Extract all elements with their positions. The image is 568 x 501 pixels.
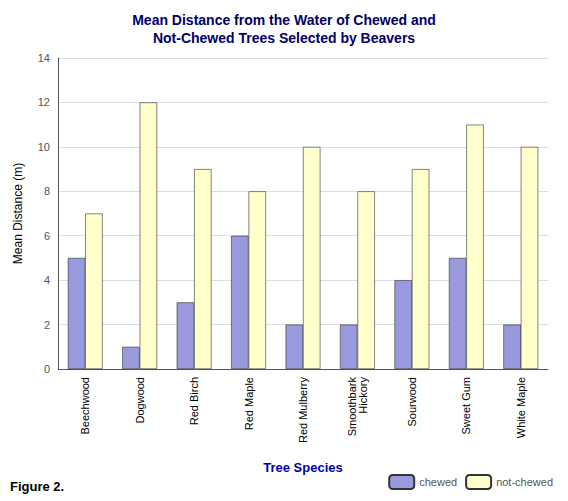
svg-text:chewed: chewed: [419, 476, 457, 488]
svg-text:12: 12: [38, 96, 50, 108]
svg-text:Mean Distance (m): Mean Distance (m): [11, 163, 25, 264]
svg-text:Red Mulberry: Red Mulberry: [297, 377, 309, 444]
svg-text:10: 10: [38, 141, 50, 153]
svg-text:Hickory: Hickory: [357, 377, 369, 414]
svg-text:Beechwood: Beechwood: [79, 377, 91, 435]
svg-text:Smoothbark: Smoothbark: [345, 377, 358, 437]
svg-text:4: 4: [44, 274, 50, 286]
svg-text:6: 6: [44, 230, 50, 242]
svg-text:Not-Chewed Trees Selected by B: Not-Chewed Trees Selected by Beavers: [153, 30, 415, 46]
svg-text:2: 2: [44, 319, 50, 331]
svg-text:Dogwood: Dogwood: [134, 377, 146, 423]
svg-text:0: 0: [44, 363, 50, 375]
svg-text:Red Maple: Red Maple: [243, 377, 255, 430]
svg-text:not-chewed: not-chewed: [496, 476, 553, 488]
svg-text:Tree Species: Tree Species: [263, 460, 343, 475]
svg-text:14: 14: [38, 52, 50, 64]
svg-text:Red Birch: Red Birch: [188, 377, 200, 425]
svg-text:8: 8: [44, 185, 50, 197]
svg-text:Sweet Gum: Sweet Gum: [460, 377, 472, 434]
svg-text:Sourwood: Sourwood: [406, 377, 418, 427]
svg-text:Mean Distance from the Water o: Mean Distance from the Water of Chewed a…: [132, 12, 436, 28]
svg-text:White Maple: White Maple: [515, 377, 527, 438]
svg-text:Figure 2.: Figure 2.: [10, 479, 64, 494]
